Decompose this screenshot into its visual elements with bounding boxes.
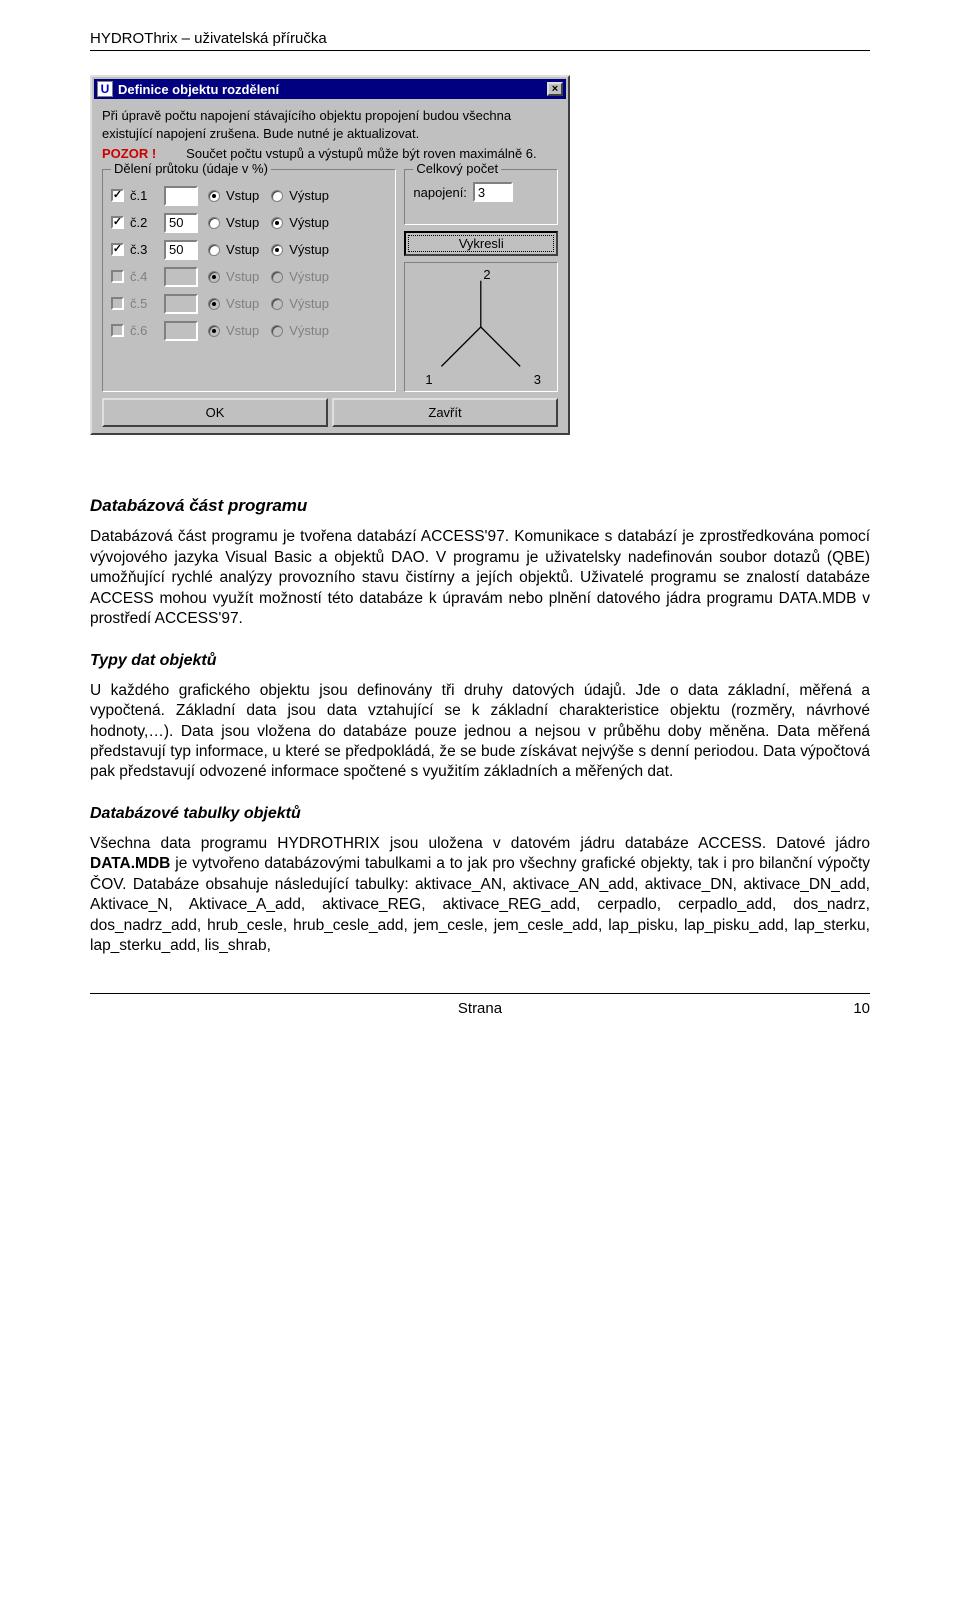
- vstup-radio-label: Vstup: [226, 323, 259, 338]
- total-count-legend: Celkový počet: [413, 161, 501, 176]
- row-checkbox[interactable]: ✓: [111, 189, 124, 202]
- row-value-input: [164, 267, 198, 287]
- footer-page-number: 10: [830, 1000, 870, 1017]
- vstup-radio: [208, 325, 220, 337]
- diagram-node-2: 2: [483, 267, 490, 282]
- vystup-radio-label: Výstup: [289, 242, 329, 257]
- napojeni-label: napojení:: [413, 185, 467, 200]
- section-heading-database: Databázová část programu: [90, 495, 870, 517]
- row-label: č.4: [130, 269, 158, 284]
- section-heading-datatypes: Typy dat objektů: [90, 650, 870, 671]
- row-checkbox[interactable]: ✓: [111, 243, 124, 256]
- flow-row: ✓ č.1 Vstup Výstup: [111, 182, 387, 209]
- page-footer: Strana 10: [90, 993, 870, 1017]
- row-value-input[interactable]: 50: [164, 213, 198, 233]
- flow-split-group: Dělení průtoku (údaje v %) ✓č.1VstupVýst…: [102, 169, 396, 392]
- flow-row: č.6 Vstup Výstup: [111, 317, 387, 344]
- vstup-radio[interactable]: [208, 244, 220, 256]
- row-value-input[interactable]: [164, 186, 198, 206]
- footer-label: Strana: [130, 1000, 830, 1017]
- row-label: č.5: [130, 296, 158, 311]
- flow-row: č.4 Vstup Výstup: [111, 263, 387, 290]
- napojeni-input[interactable]: 3: [473, 182, 513, 202]
- flow-split-legend: Dělení průtoku (údaje v %): [111, 161, 271, 176]
- row-label: č.1: [130, 188, 158, 203]
- vstup-radio-label: Vstup: [226, 296, 259, 311]
- paragraph-3: Všechna data programu HYDROTHRIX jsou ul…: [90, 834, 870, 957]
- vstup-radio-label: Vstup: [226, 215, 259, 230]
- vstup-radio: [208, 271, 220, 283]
- vystup-radio-label: Výstup: [289, 188, 329, 203]
- flow-row: ✓ č.2 50 Vstup Výstup: [111, 209, 387, 236]
- vstup-radio: [208, 298, 220, 310]
- row-checkbox: [111, 270, 124, 283]
- vykresli-button[interactable]: Vykresli: [404, 231, 558, 256]
- app-icon: U: [97, 81, 113, 97]
- paragraph-2: U každého grafického objektu jsou defino…: [90, 681, 870, 783]
- row-value-input[interactable]: 50: [164, 240, 198, 260]
- section-heading-tables: Databázové tabulky objektů: [90, 803, 870, 824]
- vystup-radio: [271, 271, 283, 283]
- ok-button[interactable]: OK: [102, 398, 328, 427]
- vystup-radio[interactable]: [271, 190, 283, 202]
- row-checkbox: [111, 297, 124, 310]
- diagram-node-1: 1: [425, 372, 432, 387]
- vystup-radio[interactable]: [271, 217, 283, 229]
- vystup-radio-label: Výstup: [289, 323, 329, 338]
- flow-row: ✓ č.3 50 Vstup Výstup: [111, 236, 387, 263]
- row-value-input: [164, 294, 198, 314]
- vstup-radio-label: Vstup: [226, 269, 259, 284]
- vystup-radio[interactable]: [271, 244, 283, 256]
- row-label: č.6: [130, 323, 158, 338]
- vystup-radio-label: Výstup: [289, 215, 329, 230]
- zavrit-button[interactable]: Zavřít: [332, 398, 558, 427]
- vystup-radio-label: Výstup: [289, 269, 329, 284]
- vystup-radio-label: Výstup: [289, 296, 329, 311]
- vystup-radio: [271, 298, 283, 310]
- vystup-radio: [271, 325, 283, 337]
- close-icon[interactable]: ×: [547, 82, 563, 96]
- vstup-radio-label: Vstup: [226, 242, 259, 257]
- title-bar[interactable]: U Definice objektu rozdělení ×: [94, 79, 566, 99]
- row-value-input: [164, 321, 198, 341]
- vstup-radio-label: Vstup: [226, 188, 259, 203]
- warning-label: POZOR !: [102, 146, 156, 161]
- warning-text: Součet počtu vstupů a výstupů může být r…: [186, 146, 558, 161]
- row-label: č.2: [130, 215, 158, 230]
- window-title: Definice objektu rozdělení: [118, 82, 279, 97]
- vstup-radio[interactable]: [208, 217, 220, 229]
- diagram-area: 2 1 3: [404, 262, 558, 392]
- row-label: č.3: [130, 242, 158, 257]
- row-checkbox: [111, 324, 124, 337]
- row-checkbox[interactable]: ✓: [111, 216, 124, 229]
- info-text: Při úpravě počtu napojení stávajícího ob…: [102, 107, 558, 142]
- vstup-radio[interactable]: [208, 190, 220, 202]
- document-header: HYDROThrix – uživatelská příručka: [90, 30, 870, 51]
- diagram-node-3: 3: [534, 372, 541, 387]
- flow-row: č.5 Vstup Výstup: [111, 290, 387, 317]
- total-count-group: Celkový počet napojení: 3: [404, 169, 558, 225]
- dialog-window: U Definice objektu rozdělení × Při úprav…: [90, 75, 570, 435]
- paragraph-1: Databázová část programu je tvořena data…: [90, 527, 870, 629]
